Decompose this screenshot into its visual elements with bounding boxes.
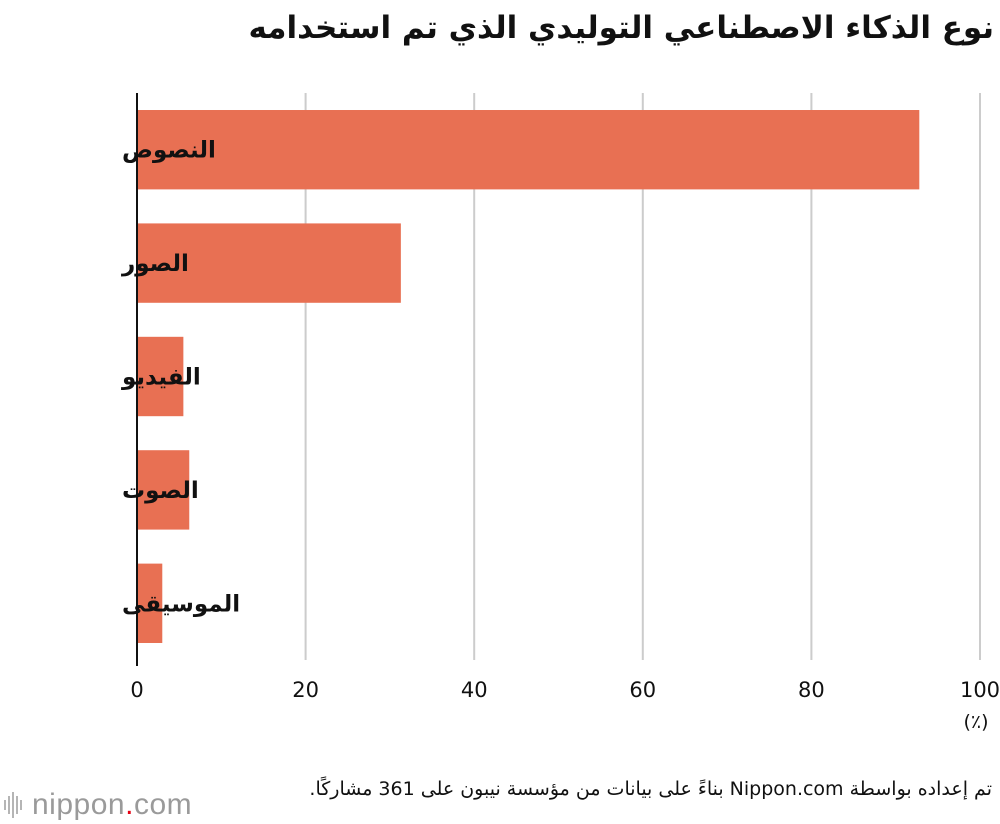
x-tick-label: 20	[292, 678, 319, 702]
bar	[137, 450, 190, 530]
category-label: الصوت	[122, 478, 199, 504]
x-tick-label: 0	[130, 678, 143, 702]
bars	[137, 110, 920, 643]
category-label: الصور	[121, 251, 189, 277]
source-note: تم إعداده بواسطة Nippon.com بناءً على بي…	[309, 778, 992, 800]
x-tick-label: 80	[798, 678, 825, 702]
bar	[137, 110, 920, 190]
logo-wordmark: nippon.com	[32, 788, 193, 821]
logo-bars-icon	[4, 792, 22, 818]
x-tick-labels: 0 20 40 60 80 100	[130, 678, 1000, 702]
category-label: الموسيقى	[122, 591, 240, 617]
x-tick-label: 60	[629, 678, 656, 702]
bar-chart: النصوص الصور الفيديو الصوت الموسيقى 0 20 40 60 8…	[121, 93, 1000, 733]
category-label: الفيديو	[121, 365, 201, 391]
nippon-logo: nippon.com	[4, 788, 192, 822]
x-tick-label: 100	[960, 678, 1000, 702]
bar	[137, 563, 163, 643]
bar	[137, 223, 401, 303]
bar	[137, 336, 184, 417]
category-label: النصوص	[122, 138, 216, 164]
category-labels: النصوص الصور الفيديو الصوت الموسيقى	[121, 138, 240, 618]
chart-title: نوع الذكاء الاصطناعي التوليدي الذي تم اس…	[248, 10, 994, 46]
x-unit-label: (٪)	[963, 711, 988, 733]
x-tick-label: 40	[461, 678, 488, 702]
